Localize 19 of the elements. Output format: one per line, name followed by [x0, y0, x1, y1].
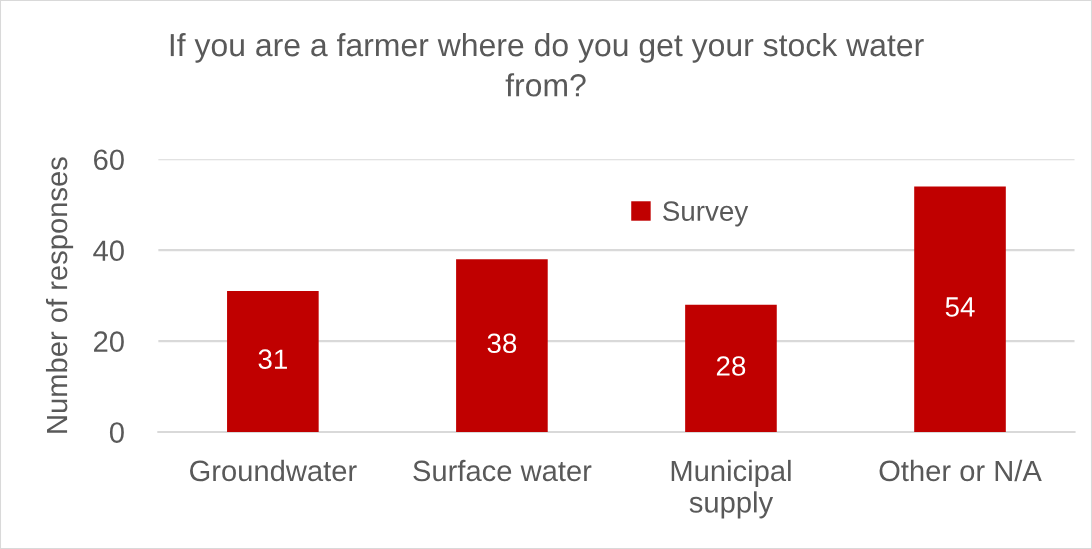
- data-label: 28: [716, 356, 746, 376]
- y-tick-label: 60: [94, 149, 124, 171]
- y-tick-label: 0: [109, 422, 124, 443]
- x-tick-label: Surface water: [413, 459, 592, 482]
- legend-label: Survey: [663, 201, 749, 227]
- data-label: 31: [258, 349, 287, 370]
- bar: [227, 291, 319, 433]
- data-label: 54: [945, 297, 975, 317]
- x-tick-label: Other or N/A: [879, 459, 1042, 482]
- chart-title: If you are a farmer where do you get your stock water from?: [170, 32, 924, 97]
- bar: [456, 259, 548, 433]
- data-label: 38: [487, 333, 517, 354]
- bar: [914, 186, 1006, 433]
- x-tick-label: Groundwater: [190, 459, 357, 482]
- y-axis-title: Number of responses: [45, 157, 74, 433]
- y-tick-label: 40: [93, 240, 124, 262]
- bar: [685, 304, 777, 433]
- x-tick-label: Municipal supply: [671, 459, 791, 519]
- y-tick-label: 20: [94, 331, 124, 352]
